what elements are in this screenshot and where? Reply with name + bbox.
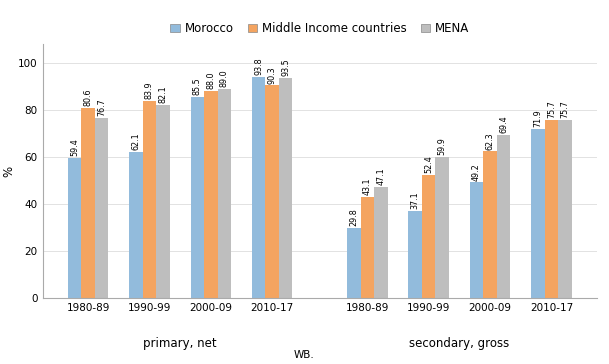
Bar [68, 158, 82, 298]
Text: 62.1: 62.1 [132, 132, 141, 150]
Text: 59.9: 59.9 [438, 137, 446, 155]
Bar [143, 100, 156, 298]
Text: 75.7: 75.7 [560, 100, 569, 118]
Text: WB.: WB. [294, 351, 315, 360]
Bar [279, 78, 292, 298]
Text: 82.1: 82.1 [158, 85, 167, 103]
Bar [470, 182, 484, 298]
Bar [204, 91, 217, 298]
Bar [531, 129, 544, 298]
Bar [191, 97, 204, 298]
Bar [347, 228, 361, 298]
Text: 71.9: 71.9 [533, 109, 543, 127]
Bar [252, 77, 266, 298]
Text: 89.0: 89.0 [220, 69, 229, 87]
Bar [217, 88, 231, 298]
Text: 93.5: 93.5 [281, 58, 290, 76]
Bar [95, 118, 108, 298]
Text: 29.8: 29.8 [350, 209, 358, 226]
Text: 93.8: 93.8 [254, 58, 263, 75]
Text: 59.4: 59.4 [70, 139, 79, 157]
Text: 80.6: 80.6 [83, 89, 93, 106]
Text: 85.5: 85.5 [193, 77, 202, 95]
Text: 75.7: 75.7 [547, 100, 556, 118]
Text: 49.2: 49.2 [472, 163, 481, 181]
Bar [497, 135, 510, 298]
Bar [129, 152, 143, 298]
Text: 90.3: 90.3 [268, 66, 276, 84]
Text: 69.4: 69.4 [499, 115, 508, 133]
Bar [156, 105, 170, 298]
Bar [82, 108, 95, 298]
Text: primary, net: primary, net [143, 337, 217, 351]
Text: 52.4: 52.4 [424, 155, 433, 173]
Bar [422, 175, 435, 298]
Text: 76.7: 76.7 [97, 98, 106, 116]
Bar [409, 211, 422, 298]
Bar [266, 86, 279, 298]
Text: secondary, gross: secondary, gross [409, 337, 510, 351]
Bar [484, 151, 497, 298]
Bar [435, 157, 449, 298]
Text: 37.1: 37.1 [410, 191, 420, 209]
Text: 62.3: 62.3 [485, 132, 495, 150]
Text: 88.0: 88.0 [206, 71, 216, 89]
Text: 83.9: 83.9 [145, 81, 154, 99]
Legend: Morocco, Middle Income countries, MENA: Morocco, Middle Income countries, MENA [171, 22, 469, 35]
Y-axis label: %: % [2, 166, 15, 177]
Text: 43.1: 43.1 [363, 177, 371, 195]
Bar [374, 187, 387, 298]
Bar [558, 120, 572, 298]
Bar [361, 197, 374, 298]
Text: 47.1: 47.1 [376, 168, 385, 186]
Bar [544, 120, 558, 298]
